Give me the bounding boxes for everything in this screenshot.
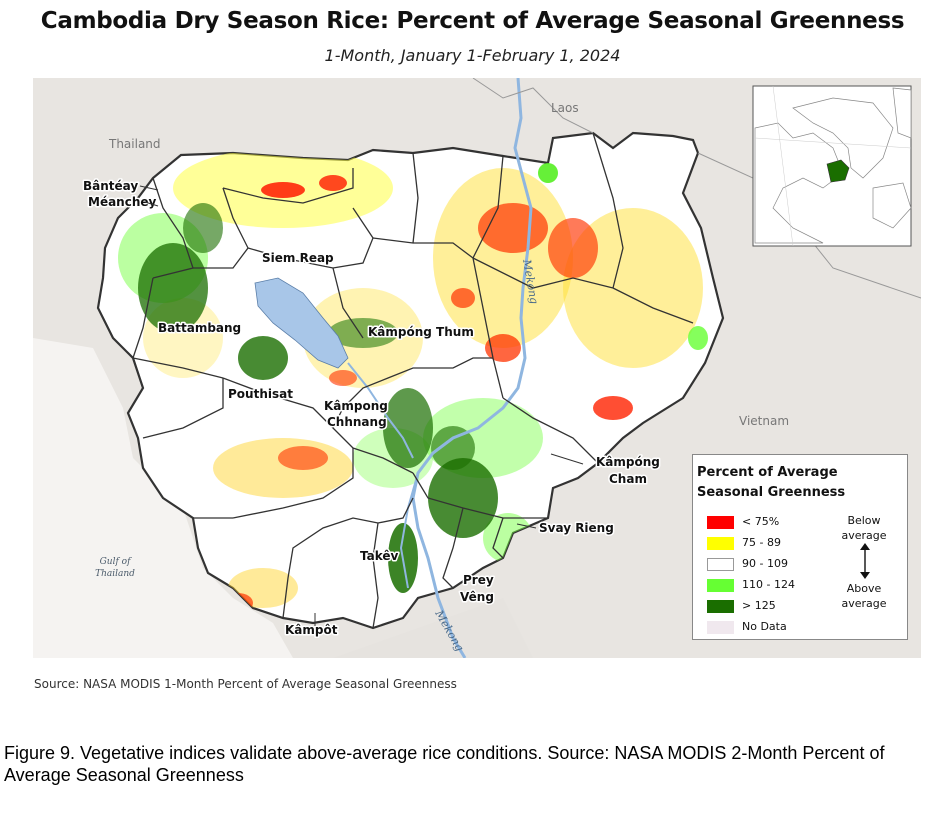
province-label-banteay-meanchey-1: Bântéay <box>83 179 138 193</box>
map-subtitle: 1-Month, January 1-February 1, 2024 <box>324 46 621 65</box>
legend-label: 110 - 124 <box>742 578 795 591</box>
inset-cambodia <box>826 159 850 183</box>
patch-lightgreen <box>688 326 708 350</box>
locator-inset <box>752 85 912 247</box>
legend-label: 90 - 109 <box>742 557 788 570</box>
legend-label: No Data <box>742 620 787 633</box>
province-label-takev: Takêv <box>360 549 399 563</box>
patch-red <box>485 334 521 362</box>
country-label-thailand: Thailand <box>108 137 161 151</box>
patch-darkgreen <box>138 243 208 333</box>
figure-caption: Figure 9. Vegetative indices validate ab… <box>4 743 885 785</box>
province-label-kampong-chhnang-2: Chhnang <box>327 415 387 429</box>
patch-darkgreen <box>238 336 288 380</box>
legend-note-below-1: Below <box>847 514 881 527</box>
patch-darkgreen <box>183 203 223 253</box>
legend-label: < 75% <box>742 515 780 528</box>
patch-darkgreen <box>383 388 433 468</box>
bassac-river <box>399 472 419 589</box>
legend-note-above-2: average <box>841 597 887 610</box>
patch-red <box>261 182 305 198</box>
legend-title: Percent of Average Seasonal Greenness <box>697 465 846 500</box>
patch-yellow <box>213 438 353 498</box>
province-label-kampong-cham-1: Kâmpóng <box>596 455 660 469</box>
patch-red <box>329 370 357 386</box>
legend-note-above: Above average <box>829 581 899 611</box>
province-label-siem-reap: Siem Reap <box>262 251 334 265</box>
country-label-vietnam: Vietnam <box>739 414 789 428</box>
patch-red <box>548 218 598 278</box>
province-label-pouthisat: Pouthisat <box>228 387 293 401</box>
tonle-sap-lake <box>254 277 349 369</box>
laos-border <box>472 78 594 134</box>
legend-note-below: Below average <box>829 513 899 543</box>
patch-darkgreen <box>431 426 475 470</box>
legend-label: > 125 <box>742 599 776 612</box>
province-label-prey-veng-2: Vêng <box>460 590 494 604</box>
map-title: Cambodia Dry Season Rice: Percent of Ave… <box>40 8 905 34</box>
patch-darkgreen <box>328 318 398 348</box>
patch-lightgreen <box>538 163 558 183</box>
greenness-layer <box>118 148 708 613</box>
legend-label: 75 - 89 <box>742 536 781 549</box>
sea-label-gulf-line2: Thailand <box>95 569 135 579</box>
legend-swatch <box>707 579 734 592</box>
legend-swatch <box>707 537 734 550</box>
province-label-battambang: Battambang <box>158 321 241 335</box>
province-label-kampot: Kâmpôt <box>285 623 338 637</box>
province-label-kampong-thum: Kâmpóng Thum <box>368 325 474 339</box>
province-label-kampong-cham-2: Cham <box>609 472 647 486</box>
legend: Percent of Average Seasonal Greenness < … <box>692 454 908 640</box>
source-note: Source: NASA MODIS 1-Month Percent of Av… <box>34 677 457 691</box>
province-borders <box>132 132 694 629</box>
legend-note-below-2: average <box>841 529 887 542</box>
legend-swatch <box>707 621 734 634</box>
legend-swatch <box>707 600 734 613</box>
province-label-kampong-chhnang-1: Kâmpong <box>324 399 388 413</box>
province-label-banteay-meanchey-2: Méanchey <box>88 195 157 209</box>
patch-red <box>278 446 328 470</box>
leader-lines <box>139 185 584 626</box>
patch-red <box>451 288 475 308</box>
sea-label-gulf-line1: Gulf of <box>100 557 132 567</box>
province-label-svay-rieng: Svay Rieng <box>539 521 614 535</box>
mekong-river <box>411 78 533 658</box>
patch-red <box>319 175 347 191</box>
province-label-prey-veng-1: Prey <box>463 573 494 587</box>
country-label-laos: Laos <box>551 101 579 115</box>
legend-swatch <box>707 516 734 529</box>
patch-darkgreen <box>428 458 498 538</box>
legend-note-above-1: Above <box>846 582 882 595</box>
legend-swatch <box>707 558 734 571</box>
double-arrow-icon <box>860 543 870 579</box>
tonle-sap-river <box>347 362 414 459</box>
patch-red <box>593 396 633 420</box>
